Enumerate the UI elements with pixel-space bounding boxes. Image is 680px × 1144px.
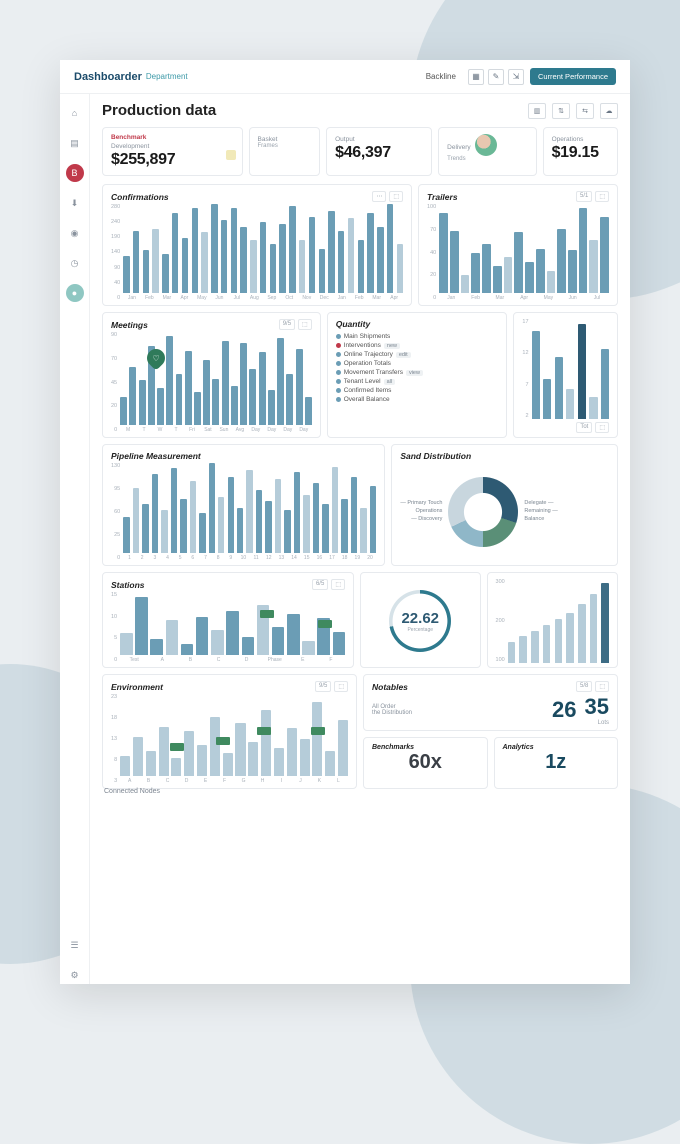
card-quantity: Quantity Main ShipmentsInterventionsnewO… [327,312,508,438]
card-confirmations: Confirmations ⋯⬚ 28024019014090400 JanFe… [102,184,412,306]
view-icon[interactable]: ▥ [528,103,546,119]
list-item[interactable]: Interventionsnew [336,342,499,349]
download-icon[interactable]: ⬇ [66,194,84,212]
tool-icon[interactable]: 6/5 [312,579,328,590]
app-window: Dashboarder Department Backline ▦ ✎ ⇲ Cu… [60,60,630,984]
list-item[interactable]: Operation Totals [336,360,499,367]
settings-icon[interactable]: ⚙ [66,966,84,984]
tool-icon[interactable]: ⬚ [298,319,312,330]
card-analytics: Analytics 1z [494,737,619,789]
kpi-output[interactable]: Output $46,397 [326,127,432,176]
list-item[interactable]: Online Trajectoryedit [336,351,499,358]
edit-icon[interactable]: ✎ [488,69,504,85]
tool-icon[interactable]: ⬚ [389,191,403,202]
tool-icon[interactable]: ⬚ [595,191,609,202]
pin-icon[interactable]: ◉ [66,224,84,242]
tool-icon[interactable]: 9/5 [315,681,331,692]
tag-icon [257,727,271,735]
kpi-development[interactable]: Benchmark Development $255,897 [102,127,243,176]
list-item[interactable]: Movement Transfersview [336,369,499,376]
grid-icon[interactable]: ▦ [468,69,484,85]
alert-icon[interactable]: B [66,164,84,182]
card-meetings: Meetings 9/5⬚ 907045200 ♡ MTWTFriSatSunA… [102,312,321,438]
export-icon[interactable]: ⇲ [508,69,524,85]
card-distribution: Sand Distribution — Primary TouchOperati… [391,444,618,566]
tool-icon[interactable]: 9/5 [279,319,295,330]
tag-icon [216,737,230,745]
avatar [475,134,497,156]
tool-icon[interactable]: ⬚ [595,422,609,433]
tag-icon [311,727,325,735]
topbar: Dashboarder Department Backline ▦ ✎ ⇲ Cu… [60,60,630,94]
card-stations: Stations 6/5⬚ 151050 TestABCDPhaseEF [102,572,354,668]
kpi-row: Benchmark Development $255,897 Basket Fr… [102,127,618,176]
tag-icon [260,610,274,618]
donut-chart [448,477,518,547]
tool-icon[interactable]: ⋯ [372,191,386,202]
tool-icon[interactable]: ⬚ [334,681,348,692]
card-pipeline: Pipeline Measurement 1309560250 12345678… [102,444,385,566]
list-item[interactable]: Confirmed Items [336,387,499,394]
gauge-chart: 22.62 Percentage [389,590,451,652]
footer-text: Connected Nodes [102,784,618,795]
card-ring: 22.62 Percentage [360,572,481,668]
home-icon[interactable]: ⌂ [66,104,84,122]
team-icon[interactable]: ● [66,284,84,302]
sort-icon[interactable]: ⇅ [552,103,570,119]
list-item[interactable]: Tenant Levelall [336,378,499,385]
card-growth: 300200100 [487,572,618,668]
tag-icon [170,743,184,751]
more-icon[interactable]: ☁ [600,103,618,119]
tool-icon[interactable]: ⬚ [331,579,345,590]
tag-icon [318,620,332,628]
tool-icon[interactable]: 5/8 [576,681,592,692]
kpi-delivery[interactable]: Delivery Trends [438,127,536,176]
card-mini: 171272 Tot⬚ [513,312,618,438]
filter-icon[interactable]: ⇆ [576,103,594,119]
primary-button[interactable]: Current Performance [530,68,616,85]
top-link[interactable]: Backline [426,72,456,81]
brand-name: Dashboarder [74,71,142,83]
card-notables: Notables 5/8⬚ All Order the Distribution… [363,674,618,731]
clock-icon[interactable]: ◷ [66,254,84,272]
card-environment: Environment 9/5⬚ 23181383 ABCDEFGHIJKL [102,674,357,789]
doc-icon[interactable]: ▤ [66,134,84,152]
kpi-basket[interactable]: Basket Frames [249,127,321,176]
brand-sub: Department [146,72,188,81]
menu-icon[interactable]: ☰ [66,936,84,954]
kpi-operations[interactable]: Operations $19.15 [543,127,618,176]
tool-icon[interactable]: ⬚ [595,681,609,692]
card-benchmarks: Benchmarks 60x [363,737,488,789]
tool-icon[interactable]: Tot [576,422,592,433]
page-title: Production data [102,102,216,119]
tool-icon[interactable]: 5/1 [576,191,592,202]
card-trailers: Trailers 5/1⬚ 1007040200 JanFebMarAprMay… [418,184,618,306]
list-item[interactable]: Overall Balance [336,396,499,403]
list-item[interactable]: Main Shipments [336,333,499,340]
badge-icon [226,150,236,160]
sidebar: ⌂ ▤ B ⬇ ◉ ◷ ● ☰ ⚙ [60,94,90,984]
main-content: Production data ▥ ⇅ ⇆ ☁ Benchmark Develo… [90,94,630,984]
